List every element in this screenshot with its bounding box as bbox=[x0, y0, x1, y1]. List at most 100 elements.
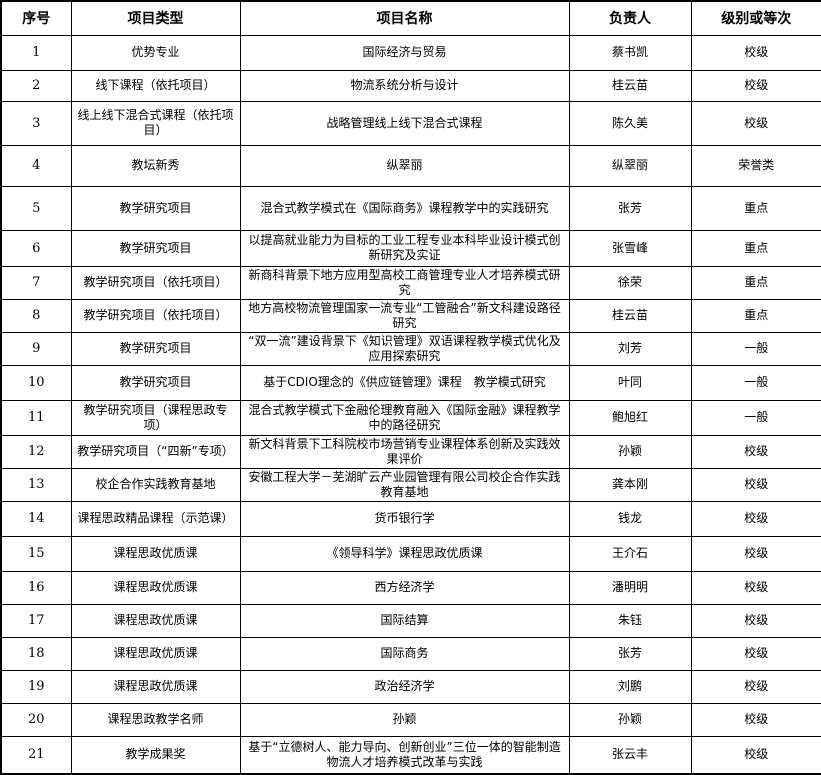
table-row: 21 教学成果奖 基于“立德树人、能力导向、创新创业”三位一体的智能制造物流人才培养… bbox=[0, 735, 821, 775]
cell-name: 《领导科学》课程思政优质课 bbox=[239, 535, 570, 572]
cell-type: 课程思政优质课 bbox=[70, 603, 241, 638]
cell-level: 一般 bbox=[690, 331, 821, 366]
cell-name: 安徽工程大学－芜湖旷云产业园管理有限公司校企合作实践教育基地 bbox=[239, 467, 570, 502]
cell-level: 一般 bbox=[690, 399, 821, 436]
cell-type: 教学研究项目 bbox=[70, 229, 241, 267]
table-body: 1 优势专业 国际经济与贸易 蔡书凯 校级 2 线下课程（依托项目） 物流系统分析与设计 桂云苗… bbox=[0, 34, 821, 775]
cell-level: 校级 bbox=[690, 636, 821, 671]
cell-level: 荣誉类 bbox=[690, 144, 821, 187]
header-type: 项目类型 bbox=[70, 0, 241, 36]
cell-name: 地方高校物流管理国家一流专业“工管融合”新文科建设路径研究 bbox=[239, 298, 570, 333]
cell-name: 混合式教学模式在《国际商务》课程教学中的实践研究 bbox=[239, 185, 570, 231]
table-row: 5 教学研究项目 混合式教学模式在《国际商务》课程教学中的实践研究 张芳 重点 bbox=[0, 185, 821, 231]
cell-name: 基于“立德树人、能力导向、创新创业”三位一体的智能制造物流人才培养模式改革与实践 bbox=[239, 735, 570, 775]
cell-level: 校级 bbox=[690, 570, 821, 605]
cell-leader: 张雪峰 bbox=[568, 229, 692, 267]
cell-name: 国际结算 bbox=[239, 603, 570, 638]
cell-no: 8 bbox=[0, 298, 72, 333]
cell-no: 5 bbox=[0, 185, 72, 231]
cell-level: 校级 bbox=[690, 702, 821, 737]
cell-name: 货币银行学 bbox=[239, 500, 570, 537]
cell-name: 国际商务 bbox=[239, 636, 570, 671]
header-no: 序号 bbox=[0, 0, 72, 36]
cell-type: 课程思政精品课程（示范课） bbox=[70, 500, 241, 537]
cell-name: 混合式教学模式下金融伦理教育融入《国际金融》课程教学中的路径研究 bbox=[239, 399, 570, 436]
table-row: 20 课程思政教学名师 孙颖 孙颖 校级 bbox=[0, 702, 821, 737]
cell-level: 校级 bbox=[690, 434, 821, 469]
table-row: 12 教学研究项目（“四新”专项） 新文科背景下工科院校市场营销专业课程体系创新及实… bbox=[0, 434, 821, 469]
cell-type: 校企合作实践教育基地 bbox=[70, 467, 241, 502]
cell-leader: 龚本刚 bbox=[568, 467, 692, 502]
cell-no: 4 bbox=[0, 144, 72, 187]
cell-type: 课程思政优质课 bbox=[70, 636, 241, 671]
cell-type: 课程思政教学名师 bbox=[70, 702, 241, 737]
cell-level: 重点 bbox=[690, 298, 821, 333]
cell-no: 2 bbox=[0, 69, 72, 102]
cell-level: 校级 bbox=[690, 535, 821, 572]
cell-type: 线上线下混合式课程（依托项目） bbox=[70, 100, 241, 146]
cell-type: 教学研究项目 bbox=[70, 185, 241, 231]
cell-no: 1 bbox=[0, 34, 72, 71]
cell-level: 校级 bbox=[690, 69, 821, 102]
cell-name: “双一流”建设背景下《知识管理》双语课程教学模式优化及应用探索研究 bbox=[239, 331, 570, 366]
cell-leader: 朱钰 bbox=[568, 603, 692, 638]
cell-no: 6 bbox=[0, 229, 72, 267]
cell-name: 孙颖 bbox=[239, 702, 570, 737]
cell-level: 重点 bbox=[690, 265, 821, 300]
cell-leader: 张芳 bbox=[568, 636, 692, 671]
cell-name: 新文科背景下工科院校市场营销专业课程体系创新及实践效果评价 bbox=[239, 434, 570, 469]
cell-name: 政治经济学 bbox=[239, 669, 570, 704]
cell-no: 13 bbox=[0, 467, 72, 502]
cell-leader: 潘明明 bbox=[568, 570, 692, 605]
cell-type: 教学研究项目 bbox=[70, 331, 241, 366]
cell-leader: 刘芳 bbox=[568, 331, 692, 366]
cell-name: 基于CDIO理念的《供应链管理》课程 教学模式研究 bbox=[239, 364, 570, 401]
cell-level: 校级 bbox=[690, 735, 821, 775]
table-row: 19 课程思政优质课 政治经济学 刘鹏 校级 bbox=[0, 669, 821, 704]
table-row: 3 线上线下混合式课程（依托项目） 战略管理线上线下混合式课程 陈久美 校级 bbox=[0, 100, 821, 146]
cell-no: 11 bbox=[0, 399, 72, 436]
cell-level: 校级 bbox=[690, 34, 821, 71]
table-row: 15 课程思政优质课 《领导科学》课程思政优质课 王介石 校级 bbox=[0, 535, 821, 572]
table-row: 14 课程思政精品课程（示范课） 货币银行学 钱龙 校级 bbox=[0, 500, 821, 537]
cell-no: 17 bbox=[0, 603, 72, 638]
cell-level: 重点 bbox=[690, 185, 821, 231]
table-header: 序号 项目类型 项目名称 负责人 级别或等次 bbox=[0, 0, 821, 36]
cell-type: 教学成果奖 bbox=[70, 735, 241, 775]
cell-level: 校级 bbox=[690, 500, 821, 537]
table-row: 2 线下课程（依托项目） 物流系统分析与设计 桂云苗 校级 bbox=[0, 69, 821, 102]
table-row: 10 教学研究项目 基于CDIO理念的《供应链管理》课程 教学模式研究 叶同 一般 bbox=[0, 364, 821, 401]
header-name: 项目名称 bbox=[239, 0, 570, 36]
cell-leader: 徐荣 bbox=[568, 265, 692, 300]
cell-no: 10 bbox=[0, 364, 72, 401]
cell-name: 以提高就业能力为目标的工业工程专业本科毕业设计模式创新研究及实证 bbox=[239, 229, 570, 267]
table-row: 6 教学研究项目 以提高就业能力为目标的工业工程专业本科毕业设计模式创新研究及实证张… bbox=[0, 229, 821, 267]
cell-level: 校级 bbox=[690, 603, 821, 638]
table-row: 18 课程思政优质课 国际商务 张芳 校级 bbox=[0, 636, 821, 671]
cell-no: 9 bbox=[0, 331, 72, 366]
cell-leader: 蔡书凯 bbox=[568, 34, 692, 71]
cell-no: 14 bbox=[0, 500, 72, 537]
cell-type: 课程思政优质课 bbox=[70, 535, 241, 572]
cell-type: 课程思政优质课 bbox=[70, 570, 241, 605]
cell-name: 物流系统分析与设计 bbox=[239, 69, 570, 102]
cell-name: 西方经济学 bbox=[239, 570, 570, 605]
cell-leader: 刘鹏 bbox=[568, 669, 692, 704]
table-row: 8 教学研究项目（依托项目） 地方高校物流管理国家一流专业“工管融合”新文科建设路径… bbox=[0, 298, 821, 333]
table-row: 16 课程思政优质课 西方经济学 潘明明 校级 bbox=[0, 570, 821, 605]
table-row: 11 教学研究项目（课程思政专项） 混合式教学模式下金融伦理教育融入《国际金融》课程… bbox=[0, 399, 821, 436]
cell-level: 校级 bbox=[690, 467, 821, 502]
cell-leader: 张云丰 bbox=[568, 735, 692, 775]
cell-no: 20 bbox=[0, 702, 72, 737]
table-row: 7 教学研究项目（依托项目） 新商科背景下地方应用型高校工商管理专业人才培养模式研究… bbox=[0, 265, 821, 300]
cell-type: 教坛新秀 bbox=[70, 144, 241, 187]
table-row: 17 课程思政优质课 国际结算 朱钰 校级 bbox=[0, 603, 821, 638]
cell-type: 教学研究项目（依托项目） bbox=[70, 265, 241, 300]
header-level: 级别或等次 bbox=[690, 0, 821, 36]
cell-leader: 鲍旭红 bbox=[568, 399, 692, 436]
header-leader: 负责人 bbox=[568, 0, 692, 36]
cell-type: 教学研究项目（“四新”专项） bbox=[70, 434, 241, 469]
cell-leader: 桂云苗 bbox=[568, 298, 692, 333]
table-row: 9 教学研究项目 “双一流”建设背景下《知识管理》双语课程教学模式优化及应用探索研究… bbox=[0, 331, 821, 366]
